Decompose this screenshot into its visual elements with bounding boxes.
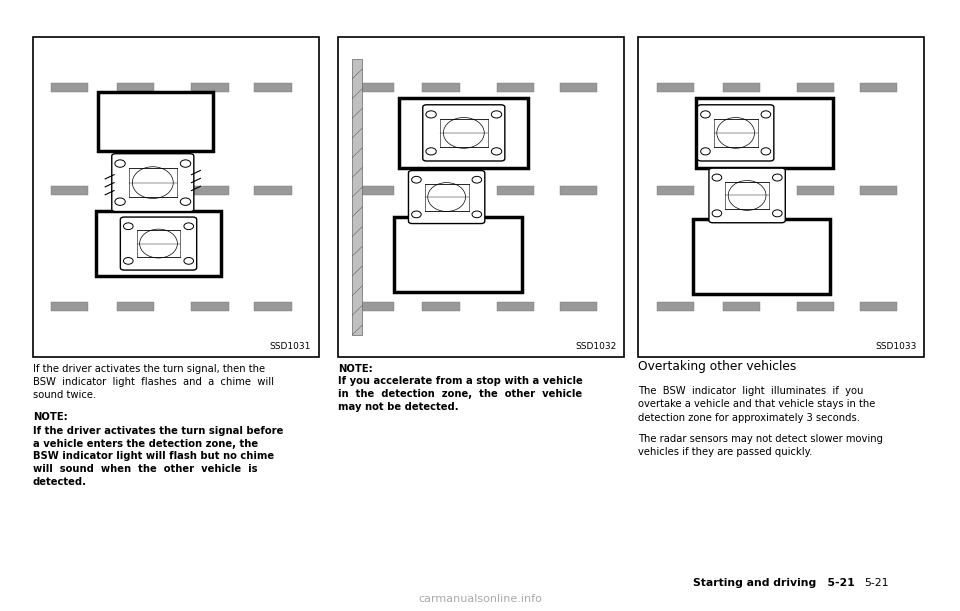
Bar (51, 302, 88, 310)
Bar (723, 84, 760, 92)
Bar (254, 186, 292, 195)
Ellipse shape (180, 198, 191, 205)
Bar (356, 84, 394, 92)
Bar (51, 84, 88, 92)
Ellipse shape (761, 148, 771, 155)
Ellipse shape (412, 211, 421, 218)
Bar (117, 302, 155, 310)
Text: The  BSW  indicator  light  illuminates  if  you
overtake a vehicle and that veh: The BSW indicator light illuminates if y… (638, 386, 876, 423)
Bar (33, 37, 319, 357)
Bar (860, 302, 898, 310)
FancyBboxPatch shape (422, 105, 505, 161)
Text: 5-21: 5-21 (864, 578, 889, 588)
Text: carmanualsonline.info: carmanualsonline.info (418, 594, 542, 604)
Bar (191, 302, 228, 310)
Bar (723, 186, 760, 195)
Bar (496, 186, 534, 195)
Text: If the driver activates the turn signal, then the
BSW  indicator  light  flashes: If the driver activates the turn signal,… (33, 364, 274, 400)
Bar (352, 59, 362, 335)
Ellipse shape (426, 148, 436, 155)
Bar (356, 186, 394, 195)
Ellipse shape (701, 148, 710, 155)
Bar (51, 186, 88, 195)
Bar (638, 37, 924, 357)
Ellipse shape (712, 174, 722, 181)
Bar (560, 84, 597, 92)
Ellipse shape (773, 174, 782, 181)
Text: Overtaking other vehicles: Overtaking other vehicles (638, 360, 797, 373)
Ellipse shape (184, 257, 194, 264)
Bar (191, 84, 228, 92)
Bar (254, 84, 292, 92)
Text: If you accelerate from a stop with a vehicle
in  the  detection  zone,  the  oth: If you accelerate from a stop with a veh… (338, 376, 583, 412)
Ellipse shape (180, 160, 191, 167)
Ellipse shape (184, 223, 194, 230)
Ellipse shape (712, 210, 722, 217)
Bar (797, 84, 834, 92)
Bar (657, 84, 694, 92)
Text: SSD1032: SSD1032 (575, 342, 616, 351)
Bar (117, 186, 155, 195)
Text: The radar sensors may not detect slower moving
vehicles if they are passed quick: The radar sensors may not detect slower … (638, 434, 883, 457)
Ellipse shape (761, 111, 771, 118)
Text: SSD1033: SSD1033 (876, 342, 917, 351)
Text: SSD1031: SSD1031 (270, 342, 311, 351)
FancyBboxPatch shape (408, 170, 485, 224)
Ellipse shape (115, 160, 125, 167)
Bar (860, 186, 898, 195)
Bar (399, 98, 528, 168)
Bar (422, 302, 460, 310)
Bar (338, 37, 624, 357)
Ellipse shape (492, 111, 502, 118)
Ellipse shape (426, 111, 436, 118)
Bar (723, 302, 760, 310)
Text: NOTE:: NOTE: (33, 412, 67, 422)
Bar (191, 186, 228, 195)
Text: If the driver activates the turn signal before
a vehicle enters the detection zo: If the driver activates the turn signal … (33, 426, 283, 487)
Ellipse shape (472, 211, 482, 218)
Text: NOTE:: NOTE: (338, 364, 372, 373)
Ellipse shape (124, 257, 133, 264)
Bar (394, 217, 522, 293)
Bar (96, 211, 222, 276)
Bar (693, 219, 830, 294)
Bar (99, 92, 213, 152)
Bar (560, 302, 597, 310)
Bar (657, 302, 694, 310)
FancyBboxPatch shape (698, 105, 774, 161)
Bar (657, 186, 694, 195)
Ellipse shape (701, 111, 710, 118)
Bar (696, 98, 833, 168)
Ellipse shape (412, 177, 421, 183)
Bar (117, 84, 155, 92)
Ellipse shape (773, 210, 782, 217)
Bar (254, 302, 292, 310)
Bar (422, 84, 460, 92)
FancyBboxPatch shape (111, 154, 194, 211)
Bar (860, 84, 898, 92)
FancyBboxPatch shape (120, 217, 197, 270)
Bar (496, 84, 534, 92)
Bar (356, 302, 394, 310)
Bar (797, 302, 834, 310)
Ellipse shape (115, 198, 125, 205)
Bar (797, 186, 834, 195)
FancyBboxPatch shape (708, 168, 785, 223)
Bar (422, 186, 460, 195)
Text: Starting and driving   5-21: Starting and driving 5-21 (693, 578, 854, 588)
Ellipse shape (472, 177, 482, 183)
Ellipse shape (492, 148, 502, 155)
Ellipse shape (124, 223, 133, 230)
Bar (496, 302, 534, 310)
Bar (560, 186, 597, 195)
